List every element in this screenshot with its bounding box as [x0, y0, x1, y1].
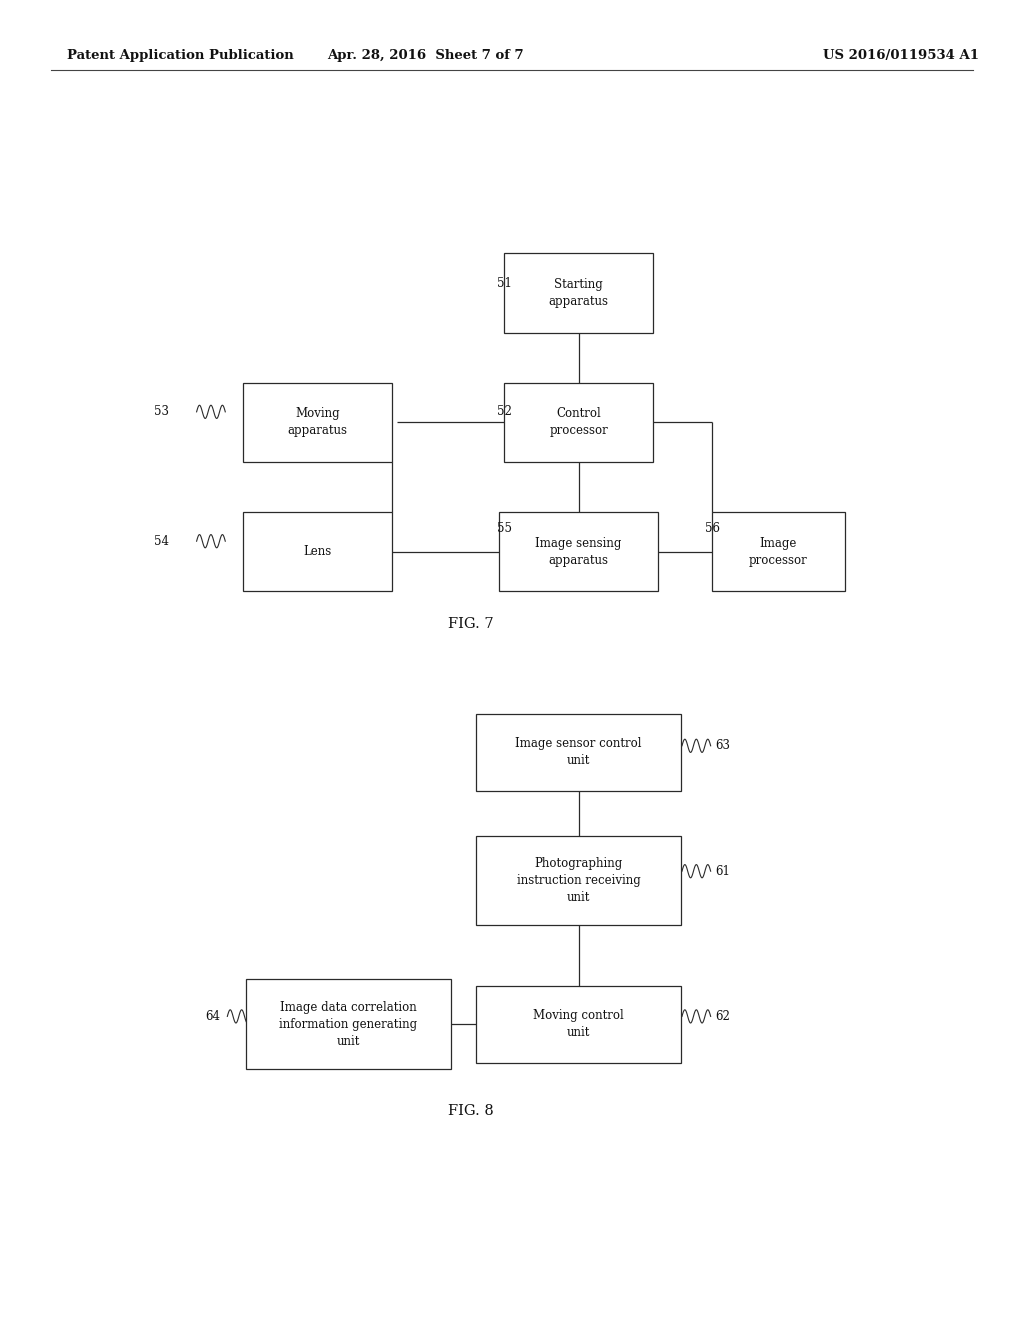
Text: 51: 51 — [497, 277, 512, 290]
Text: 56: 56 — [705, 521, 720, 535]
Text: 54: 54 — [154, 535, 169, 548]
FancyBboxPatch shape — [712, 512, 845, 591]
FancyBboxPatch shape — [504, 383, 653, 462]
Text: 55: 55 — [497, 521, 512, 535]
Text: 62: 62 — [715, 1010, 730, 1023]
FancyBboxPatch shape — [476, 986, 681, 1063]
Text: FIG. 7: FIG. 7 — [449, 618, 494, 631]
FancyBboxPatch shape — [476, 714, 681, 791]
FancyBboxPatch shape — [244, 383, 391, 462]
FancyBboxPatch shape — [244, 512, 391, 591]
FancyBboxPatch shape — [499, 512, 657, 591]
Text: Image sensor control
unit: Image sensor control unit — [515, 738, 642, 767]
FancyBboxPatch shape — [476, 836, 681, 925]
Text: Moving control
unit: Moving control unit — [534, 1010, 624, 1039]
Text: Image data correlation
information generating
unit: Image data correlation information gener… — [280, 1001, 417, 1048]
Text: 63: 63 — [715, 739, 730, 752]
Text: Apr. 28, 2016  Sheet 7 of 7: Apr. 28, 2016 Sheet 7 of 7 — [327, 49, 523, 62]
Text: 53: 53 — [154, 405, 169, 418]
Text: Image sensing
apparatus: Image sensing apparatus — [536, 537, 622, 566]
Text: 61: 61 — [715, 865, 730, 878]
Text: Lens: Lens — [303, 545, 332, 558]
Text: 52: 52 — [497, 405, 512, 418]
Text: US 2016/0119534 A1: US 2016/0119534 A1 — [823, 49, 979, 62]
Text: 64: 64 — [205, 1010, 220, 1023]
Text: Starting
apparatus: Starting apparatus — [549, 279, 608, 308]
Text: Control
processor: Control processor — [549, 408, 608, 437]
Text: Photographing
instruction receiving
unit: Photographing instruction receiving unit — [517, 857, 640, 904]
Text: Moving
apparatus: Moving apparatus — [288, 408, 347, 437]
Text: Image
processor: Image processor — [749, 537, 808, 566]
FancyBboxPatch shape — [246, 979, 451, 1069]
Text: Patent Application Publication: Patent Application Publication — [67, 49, 293, 62]
Text: FIG. 8: FIG. 8 — [449, 1105, 494, 1118]
FancyBboxPatch shape — [504, 253, 653, 333]
